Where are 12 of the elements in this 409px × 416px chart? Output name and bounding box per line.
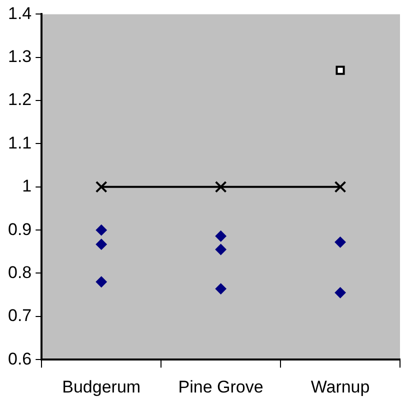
x-tick-label: Warnup [310,377,370,396]
y-tick-label: 0.7 [8,306,32,326]
y-tick-label: 1.4 [8,4,32,23]
x-tick-label: Pine Grove [178,377,264,396]
y-tick-label: 1.3 [8,47,32,66]
y-tick-label: 1.1 [8,133,32,152]
x-tick-label: Budgerum [62,377,141,396]
y-tick-label: 0.9 [8,220,32,239]
y-tick-label: 1.2 [8,90,32,110]
y-tick-label: 0.6 [8,349,32,368]
y-tick-label: 0.8 [8,262,32,282]
y-tick-label: 1 [22,176,32,196]
